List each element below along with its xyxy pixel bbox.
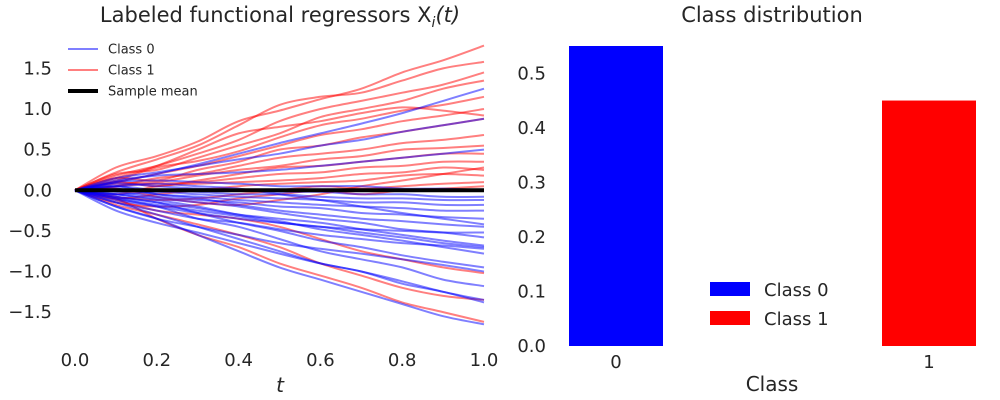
right-plot-area [569, 46, 976, 346]
bar-class-0 [569, 46, 663, 346]
right-y-ticks: 0.0 0.1 0.2 0.3 0.4 0.5 [517, 63, 546, 357]
left-legend: Class 0 Class 1 Sample mean [68, 43, 198, 100]
left-y-ticks: −1.5 −1.0 −0.5 0.0 0.5 1.0 1.5 [8, 58, 52, 323]
left-y-tick-label: −1.0 [8, 262, 52, 283]
right-x-tick-label: 0 [610, 352, 621, 373]
legend-label-class-1-bar: Class 1 [764, 309, 829, 330]
left-x-tick-label: 0.6 [306, 350, 335, 371]
class-0-curve [74, 189, 485, 250]
left-x-tick-label: 0.8 [388, 350, 417, 371]
left-x-ticks: 0.0 0.2 0.4 0.6 0.8 1.0 [61, 350, 499, 371]
class-1-curve [74, 60, 485, 192]
left-y-tick-label: 1.0 [23, 99, 52, 120]
left-y-tick-label: −0.5 [8, 221, 52, 242]
left-x-axis-label: t [276, 373, 285, 397]
class-1-curve [74, 189, 485, 323]
right-x-axis-label: Class [746, 372, 799, 396]
left-x-tick-label: 0.0 [61, 350, 90, 371]
right-chart-title: Class distribution [681, 3, 863, 27]
right-y-tick-label: 0.0 [517, 336, 546, 357]
class-0-curve [74, 189, 485, 234]
right-y-tick-label: 0.5 [517, 63, 546, 84]
legend-label-class-0: Class 0 [108, 43, 155, 58]
left-plot-area [74, 44, 485, 326]
class-0-curve [74, 189, 485, 273]
right-legend: Class 0 Class 1 [710, 280, 829, 330]
left-x-tick-label: 0.4 [224, 350, 253, 371]
class-1-curve [74, 106, 485, 192]
class-0-curve [74, 87, 485, 192]
class-0-curve [74, 117, 485, 192]
class-1-curve [74, 44, 485, 192]
legend-label-sample-mean: Sample mean [108, 85, 198, 100]
legend-swatch-class-1-bar [710, 311, 750, 325]
class-0-curve [74, 189, 485, 247]
left-y-tick-label: 1.5 [23, 58, 52, 79]
class-1-curve [74, 166, 485, 206]
right-x-tick-label: 1 [923, 352, 934, 373]
left-y-tick-label: −1.5 [8, 302, 52, 323]
right-y-tick-label: 0.1 [517, 281, 546, 302]
bar-class-1 [882, 100, 976, 346]
class-0-curve [74, 189, 485, 304]
legend-label-class-1: Class 1 [108, 64, 155, 79]
right-y-tick-label: 0.2 [517, 227, 546, 248]
class-0-curve [74, 189, 485, 207]
class-0-curve [74, 189, 485, 301]
left-x-tick-label: 1.0 [470, 350, 499, 371]
right-y-tick-label: 0.4 [517, 118, 546, 139]
left-chart-title: Labeled functional regressors Xi(t) [100, 3, 460, 31]
class-1-curve [74, 144, 485, 192]
left-y-tick-label: 0.0 [23, 180, 52, 201]
class-0-curve [74, 189, 485, 255]
legend-label-class-0-bar: Class 0 [764, 280, 829, 301]
left-x-tick-label: 0.2 [142, 350, 171, 371]
left-y-tick-label: 0.5 [23, 140, 52, 161]
class-0-curve [74, 182, 485, 226]
right-y-tick-label: 0.3 [517, 172, 546, 193]
legend-swatch-class-0-bar [710, 282, 750, 296]
